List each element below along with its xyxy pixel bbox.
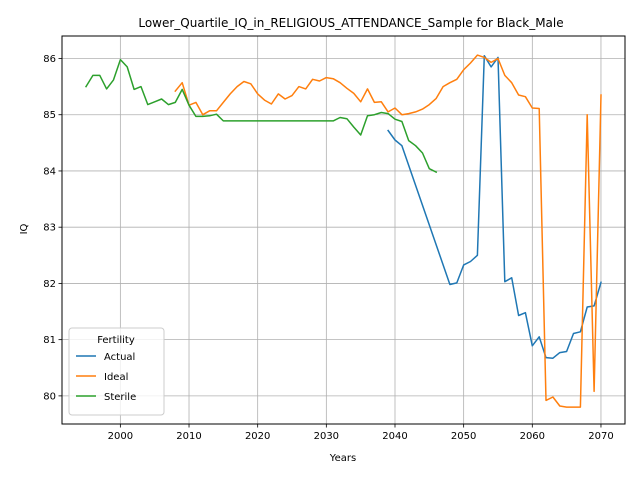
x-tick-label: 2070	[588, 431, 613, 442]
x-tick-label: 2030	[314, 431, 339, 442]
y-tick-label: 80	[43, 391, 56, 402]
y-tick-label: 81	[43, 335, 56, 346]
legend-title: Fertility	[97, 335, 135, 346]
x-tick-label: 2020	[245, 431, 270, 442]
y-tick-label: 82	[43, 279, 56, 290]
legend: Fertility Actual Ideal Sterile	[68, 327, 165, 416]
y-tick-label: 85	[43, 110, 56, 121]
legend-label-actual: Actual	[104, 352, 135, 363]
x-tick-label: 2000	[108, 431, 133, 442]
y-tick-label: 86	[43, 54, 56, 65]
x-axis-label: Years	[329, 453, 356, 464]
legend-label-ideal: Ideal	[104, 372, 128, 383]
legend-box	[68, 327, 165, 416]
plot-frame	[61, 35, 626, 425]
y-tick-label: 83	[43, 223, 56, 234]
series-line-sterile	[84, 58, 438, 174]
legend-label-sterile: Sterile	[104, 392, 136, 403]
y-axis-label: IQ	[19, 223, 30, 234]
series-line-actual	[387, 54, 602, 359]
y-tick-label: 84	[43, 166, 56, 177]
chart-title: Lower_Quartile_IQ_in_RELIGIOUS_ATTENDANC…	[138, 16, 563, 30]
x-axis: 2000 2010 2020 2030 2040 2050 2060 2070	[108, 424, 614, 442]
x-tick-label: 2050	[451, 431, 476, 442]
y-axis: 80 81 82 83 84 85 86	[43, 54, 62, 402]
series-line-ideal	[174, 54, 602, 408]
x-tick-label: 2010	[176, 431, 201, 442]
x-tick-label: 2040	[382, 431, 407, 442]
series-layer	[84, 54, 602, 408]
x-tick-label: 2060	[520, 431, 545, 442]
